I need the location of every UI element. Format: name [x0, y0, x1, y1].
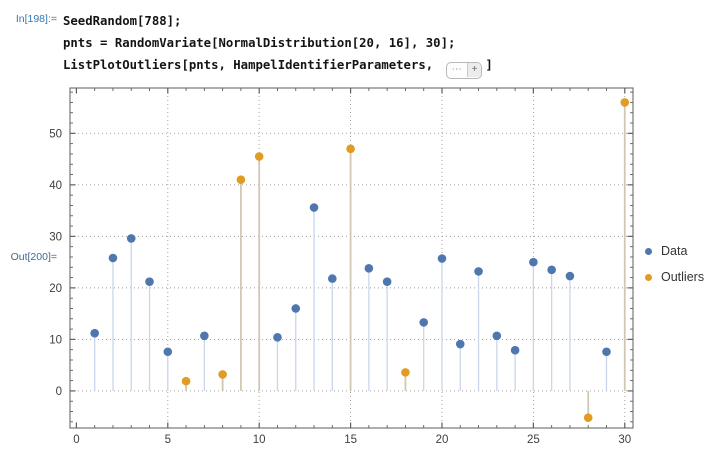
- code-line-1[interactable]: SeedRandom[788];: [63, 14, 182, 28]
- svg-text:25: 25: [527, 434, 540, 446]
- svg-text:5: 5: [165, 434, 171, 446]
- legend-label: Data: [661, 244, 688, 258]
- outlier-point-icon: [645, 273, 652, 281]
- iconized-expression[interactable]: ⋯ +: [445, 61, 483, 79]
- code-line-3-text: ListPlotOutliers[pnts, HampelIdentifierP…: [63, 58, 441, 72]
- legend-label: Outliers: [661, 270, 705, 284]
- svg-text:0: 0: [56, 386, 62, 398]
- code-line-3[interactable]: ListPlotOutliers[pnts, HampelIdentifierP…: [63, 54, 493, 79]
- expand-plus-button[interactable]: +: [466, 63, 482, 77]
- svg-text:30: 30: [618, 434, 631, 446]
- legend-item-outliers: Outliers: [645, 270, 704, 284]
- svg-text:20: 20: [436, 434, 449, 446]
- svg-text:50: 50: [49, 128, 62, 140]
- in-label: In[198]:=: [15, 13, 57, 25]
- code-block[interactable]: SeedRandom[788]; pnts = RandomVariate[No…: [63, 10, 493, 79]
- svg-text:30: 30: [49, 231, 62, 243]
- svg-text:40: 40: [49, 180, 62, 192]
- out-label: Out[200]=: [10, 251, 57, 263]
- data-point-icon: [645, 247, 652, 255]
- svg-text:15: 15: [344, 434, 357, 446]
- closing-bracket: ]: [485, 58, 493, 72]
- input-cell[interactable]: In[198]:= SeedRandom[788]; pnts = Random…: [0, 10, 720, 79]
- svg-text:10: 10: [49, 334, 62, 346]
- ellipsis-icon: ⋯: [451, 64, 462, 75]
- plot-legend: Data Outliers: [645, 244, 704, 296]
- svg-text:20: 20: [49, 283, 62, 295]
- svg-text:10: 10: [253, 434, 266, 446]
- svg-text:0: 0: [73, 434, 79, 446]
- legend-item-data: Data: [645, 244, 704, 258]
- code-line-2[interactable]: pnts = RandomVariate[NormalDistribution[…: [63, 36, 456, 50]
